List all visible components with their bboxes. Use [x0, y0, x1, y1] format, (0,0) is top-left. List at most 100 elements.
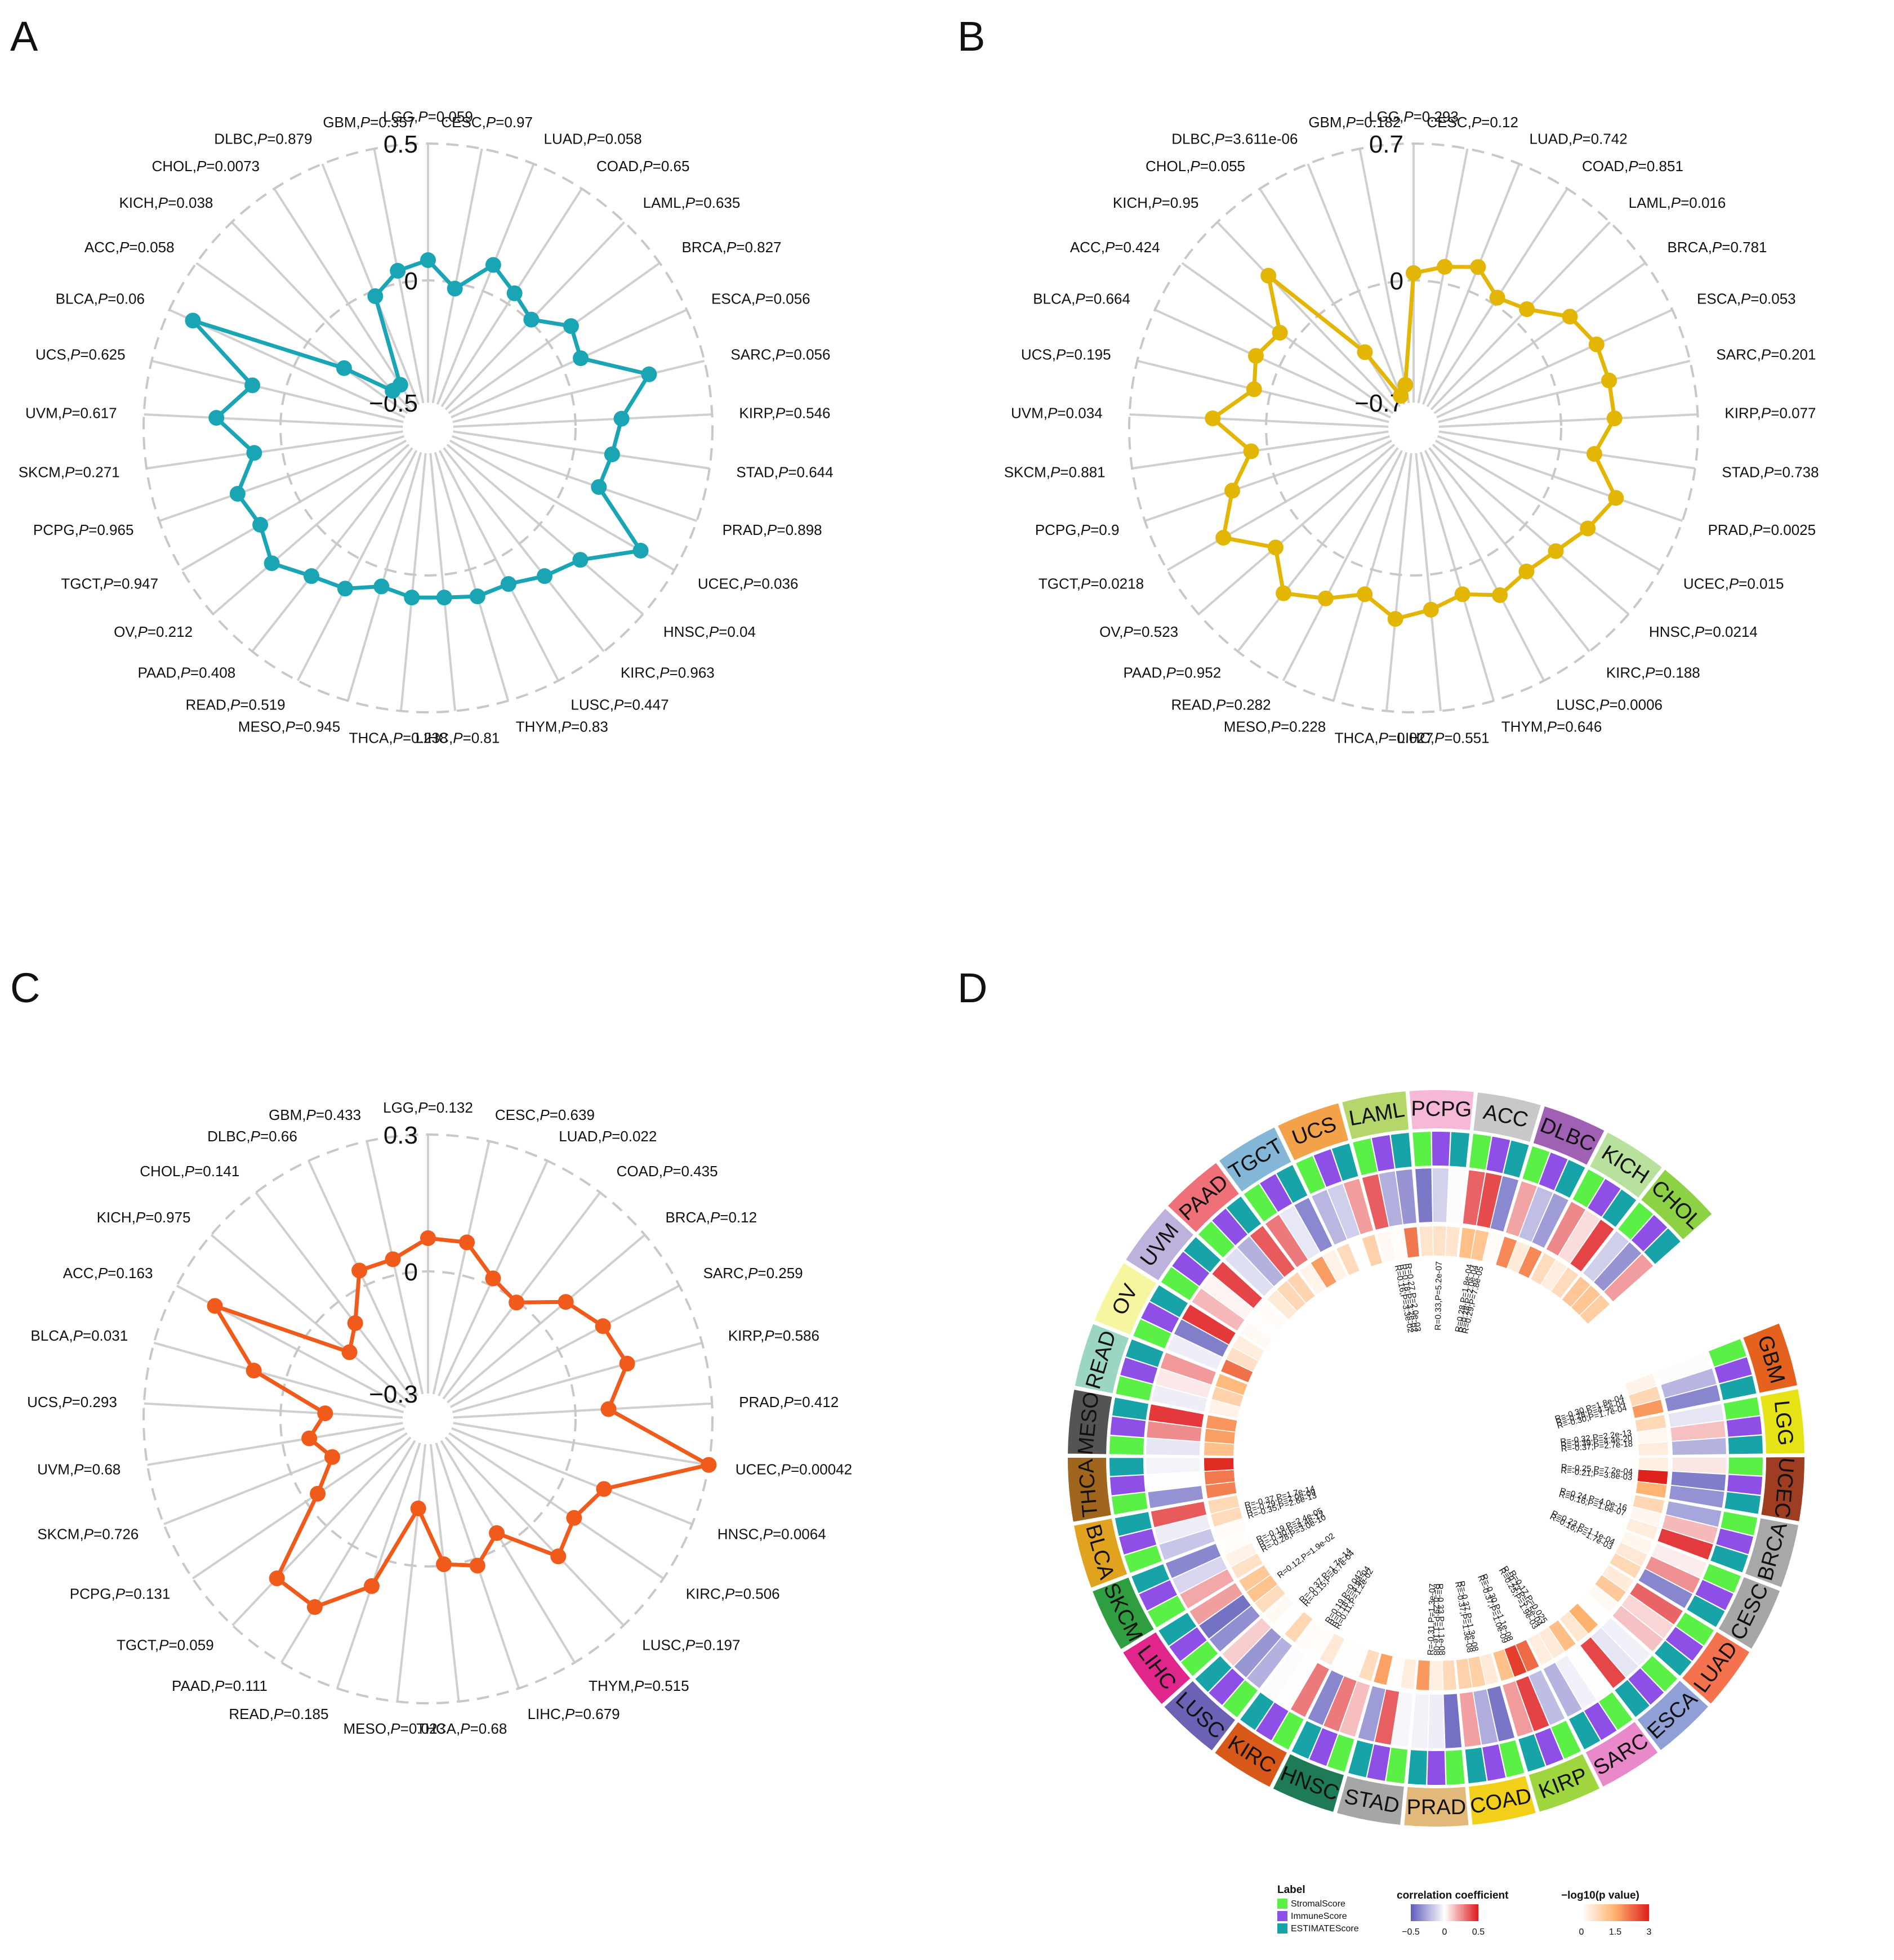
radar-label-acc: ACC,P=0.058 [84, 239, 175, 256]
radar-spoke [273, 188, 416, 408]
radar-point-pcpg [1224, 483, 1241, 499]
radar-point-gbm [1397, 377, 1414, 393]
radar-label-p: P [70, 346, 81, 363]
legend-correlation-gradient [1452, 1904, 1454, 1921]
radar-spoke [1438, 359, 1691, 423]
correlation-cell [1392, 1692, 1413, 1747]
radar-label-cancer: GBM, [1308, 114, 1345, 131]
annotation-group-lgg: R=-0.32,P=2.2e-13R=-0.39,P=4.4e-20R=-0.3… [1559, 1428, 1633, 1454]
radar-label-pvalue: =0.015 [1739, 575, 1784, 592]
radar-label-thca: THCA,P=0.68 [416, 1720, 507, 1737]
pvalue-cell [1204, 1458, 1234, 1471]
pvalue-cell [1610, 1553, 1642, 1578]
radar-label-pvalue: =0.0218 [1090, 575, 1144, 592]
label-cell [1728, 1435, 1763, 1454]
radar-label-p: P [486, 114, 496, 131]
legend-pvalue-gradient [1584, 1904, 1585, 1921]
label-cell [1371, 1135, 1394, 1172]
radar-label-cancer: PCPG, [70, 1585, 115, 1602]
radar-label-ov: OV,P=0.523 [1099, 623, 1178, 640]
legend-correlation-gradient [1455, 1904, 1456, 1921]
correlation-cell [1662, 1515, 1718, 1544]
legend-pvalue-gradient [1616, 1904, 1618, 1921]
legend-correlation-gradient [1436, 1904, 1437, 1921]
radar-point-laml [1519, 301, 1535, 318]
radar-spoke [346, 452, 422, 702]
label-cell [1149, 1285, 1188, 1318]
label-cell [1503, 1140, 1529, 1178]
annotation-group-acc: R=0.28,P=1.8e-04R=0.28,P=2.0e-04R=0.29,P… [1454, 1263, 1486, 1335]
radar-label-cancer: LGG, [1369, 108, 1403, 125]
radar-label-lihc: LIHC,P=0.679 [528, 1705, 620, 1722]
annotation-group-pcpg: R=0.33,P=5.2e-07 [1433, 1261, 1444, 1331]
radar-label-gbm: GBM,P=0.357 [323, 114, 415, 131]
radar-label-p: P [781, 1461, 791, 1477]
radar-point-brca [563, 318, 579, 334]
pvalue-cell [1504, 1645, 1527, 1677]
label-cell [1109, 1475, 1146, 1495]
radar-label-pvalue: =0.132 [428, 1099, 473, 1116]
label-cell [1139, 1580, 1177, 1611]
label-cell [1716, 1528, 1754, 1555]
legend-correlation-gradient [1465, 1904, 1467, 1921]
radar-label-p: P [1152, 194, 1162, 211]
label-cell [1584, 1702, 1617, 1740]
correlation-cell [1343, 1178, 1374, 1234]
radar-label-blca: BLCA,P=0.031 [30, 1327, 128, 1344]
pvalue-cell [1621, 1531, 1653, 1554]
radar-point-ucs [1246, 381, 1262, 398]
radar-point-luad [485, 1270, 501, 1287]
radar-spoke [1166, 439, 1393, 572]
radar-label-p: P [62, 405, 72, 422]
label-cell [1710, 1545, 1748, 1573]
radar-point-ov [264, 555, 280, 572]
label-cell [1161, 1267, 1199, 1301]
radar-point-prad [600, 1401, 617, 1417]
radar-label-kirc: KIRC,P=0.506 [686, 1585, 780, 1602]
legend-pvalue-title: −log10(p value) [1561, 1890, 1639, 1901]
radar-spoke [447, 1234, 646, 1404]
panel-letter-d: D [957, 965, 987, 1011]
radar-point-lihc [436, 590, 452, 606]
correlation-cell [1174, 1319, 1229, 1357]
radar-label-laml: LAML,P=0.635 [643, 194, 741, 211]
radar-spoke [321, 163, 420, 405]
correlation-cell [1665, 1385, 1721, 1412]
radar-label-pvalue: =0.898 [777, 521, 822, 538]
radar-spoke [452, 1341, 703, 1413]
pvalue-cell [1419, 1226, 1433, 1256]
radar-tick-label: 0 [404, 267, 418, 295]
radar-label-pvalue: =0.031 [83, 1327, 128, 1344]
radar-label-pvalue: =0.742 [1582, 131, 1627, 148]
legend-correlation-gradient [1457, 1904, 1459, 1921]
radar-label-p: P [614, 697, 624, 713]
radar-label-p: P [230, 697, 240, 713]
radar-label-p: P [1123, 623, 1133, 640]
correlation-cell [1237, 1236, 1284, 1287]
radar-label-cancer: KIRP, [728, 1327, 765, 1344]
pvalue-cell [1416, 1660, 1430, 1690]
label-cell [1539, 1152, 1568, 1190]
segment-band-skcm [1091, 1576, 1156, 1651]
pvalue-cell [1507, 1241, 1530, 1273]
pvalue-cell [1214, 1519, 1246, 1540]
pvalue-cell [1401, 1658, 1416, 1690]
panel-letter-c: C [10, 965, 40, 1011]
radar-label-pvalue: =0.293 [72, 1394, 117, 1410]
radar-point-coad [509, 1294, 525, 1311]
correlation-cell [1152, 1385, 1207, 1412]
annotation-group-ucec: R=-0.25,P=7.2e-04R=-0.21,P=3.8e-03 [1561, 1462, 1633, 1483]
correlation-cell [1201, 1275, 1253, 1319]
radar-spoke [400, 453, 427, 711]
radar-point-sarc [1601, 372, 1617, 389]
radar-point-meso [1357, 586, 1373, 602]
radar-label-cancer: BRCA, [681, 239, 726, 256]
radar-label-tgct: TGCT,P=0.947 [61, 575, 158, 592]
radar-label-pvalue: =0.271 [74, 464, 119, 481]
label-cell [1260, 1174, 1293, 1212]
radar-label-pvalue: =0.424 [1115, 239, 1160, 256]
radar-label-p: P [725, 1585, 735, 1602]
radar-spoke [195, 262, 408, 414]
segment-band-kirc [1213, 1720, 1289, 1789]
correlation-cell [1148, 1404, 1204, 1427]
